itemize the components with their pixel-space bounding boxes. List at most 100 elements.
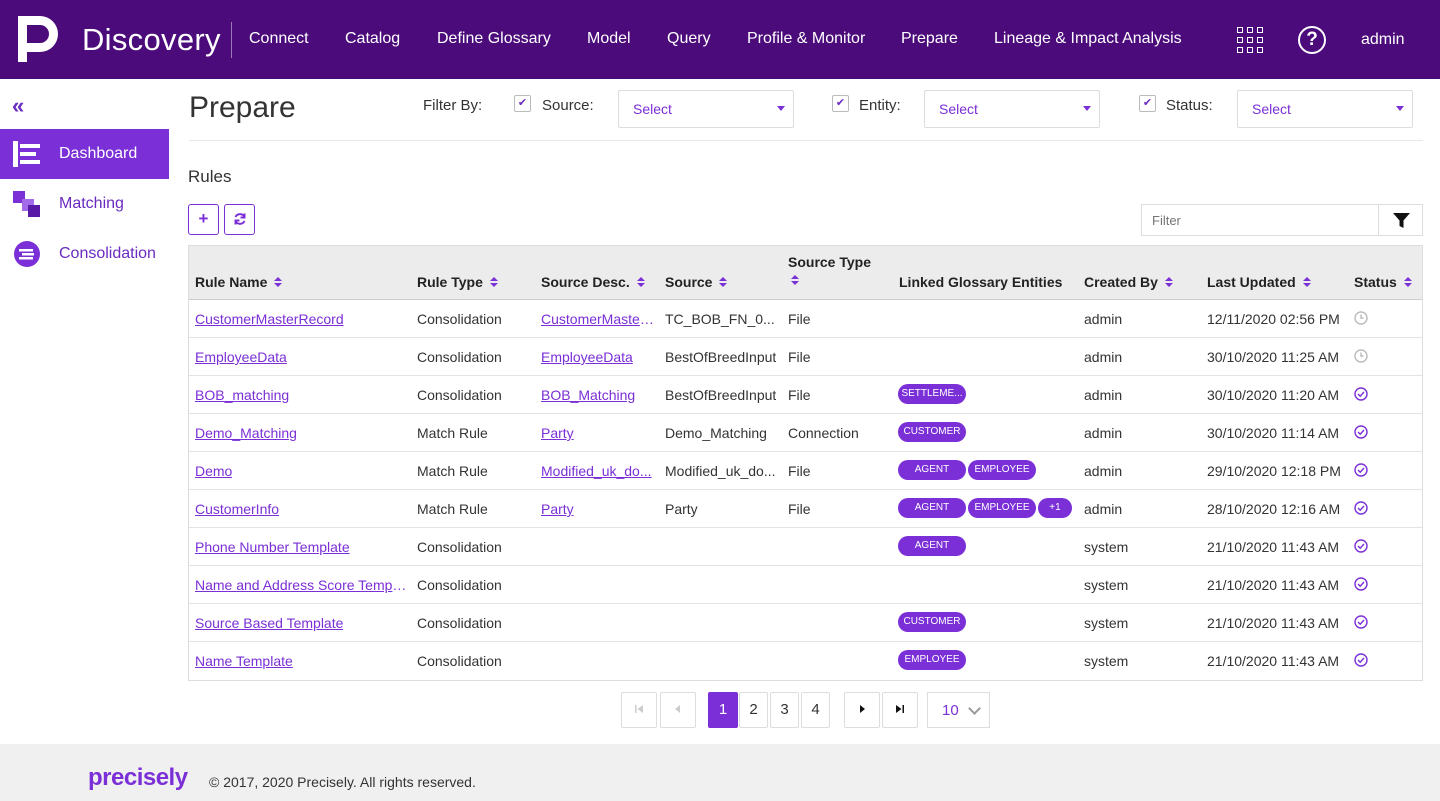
precisely-logo-icon[interactable] xyxy=(18,16,58,62)
entity-badge[interactable]: SETTLEME... xyxy=(898,384,966,404)
page-1-button[interactable]: 1 xyxy=(708,692,738,728)
page-2-button[interactable]: 2 xyxy=(739,692,768,728)
entity-badge[interactable]: AGENT xyxy=(898,460,966,480)
filter-button[interactable] xyxy=(1378,204,1423,236)
table-row[interactable]: EmployeeData Consolidation EmployeeData Bes… xyxy=(189,338,1422,376)
entity-badge[interactable]: +1 xyxy=(1038,498,1072,518)
rule-type-cell: Consolidation xyxy=(417,539,502,555)
refresh-button[interactable] xyxy=(224,204,255,235)
col-last-updated[interactable]: Last Updated xyxy=(1207,274,1311,290)
table-filter-input[interactable] xyxy=(1141,204,1378,236)
rule-name-link[interactable]: Phone Number Template xyxy=(195,539,350,555)
sidebar-item-matching[interactable]: Matching xyxy=(0,179,169,229)
last-page-button[interactable] xyxy=(882,692,918,728)
rule-name-link[interactable]: Source Based Template xyxy=(195,615,344,631)
rule-name-link[interactable]: Demo xyxy=(195,463,233,479)
rule-name-link[interactable]: CustomerInfo xyxy=(195,501,280,517)
header-divider xyxy=(189,140,1423,141)
last-updated-cell: 30/10/2020 11:25 AM xyxy=(1207,349,1340,365)
rule-name-link[interactable]: Name and Address Score Templ... xyxy=(195,577,407,593)
sidebar-item-consolidation[interactable]: Consolidation xyxy=(0,229,169,279)
sort-icon xyxy=(719,277,728,288)
source-type-cell: File xyxy=(788,501,811,517)
top-nav-bar: Discovery Connect Catalog Define Glossar… xyxy=(0,0,1440,79)
entity-badge[interactable]: CUSTOMER xyxy=(898,422,966,442)
page-3-button[interactable]: 3 xyxy=(770,692,799,728)
status-select[interactable]: Select xyxy=(1237,90,1413,128)
nav-model[interactable]: Model xyxy=(587,30,631,47)
table-row[interactable]: Demo_Matching Match Rule Party Demo_Matchin… xyxy=(189,414,1422,452)
sort-icon xyxy=(274,277,283,288)
table-row[interactable]: BOB_matching Consolidation BOB_Matching Bes… xyxy=(189,376,1422,414)
col-rule-name[interactable]: Rule Name xyxy=(195,274,283,290)
table-row[interactable]: Source Based Template Consolidation CUSTOM… xyxy=(189,604,1422,642)
entity-badge[interactable]: CUSTOMER xyxy=(898,612,966,632)
help-icon[interactable]: ? xyxy=(1298,26,1326,54)
col-source-type[interactable]: Source Type xyxy=(788,254,871,288)
nav-define-glossary[interactable]: Define Glossary xyxy=(437,30,551,47)
table-row[interactable]: Name Template Consolidation EMPLOYEE system… xyxy=(189,642,1422,680)
rule-name-link[interactable]: CustomerMasterRecord xyxy=(195,311,344,327)
source-desc-link[interactable]: EmployeeData xyxy=(541,349,633,365)
page-size-select[interactable]: 10 xyxy=(927,692,990,728)
sidebar-item-dashboard[interactable]: Dashboard xyxy=(0,129,169,179)
page-size-value: 10 xyxy=(942,702,959,719)
rule-type-cell: Match Rule xyxy=(417,501,488,517)
nav-prepare[interactable]: Prepare xyxy=(901,30,958,47)
source-select[interactable]: Select xyxy=(618,90,794,128)
nav-lineage[interactable]: Lineage & Impact Analysis xyxy=(994,30,1182,47)
nav-profile-monitor[interactable]: Profile & Monitor xyxy=(747,30,866,47)
entity-select[interactable]: Select xyxy=(924,90,1100,128)
nav-query[interactable]: Query xyxy=(667,30,711,47)
source-desc-link[interactable]: Party xyxy=(541,425,574,441)
entity-badge[interactable]: AGENT xyxy=(898,498,966,518)
rule-name-link[interactable]: EmployeeData xyxy=(195,349,287,365)
prev-page-button[interactable] xyxy=(660,692,696,728)
rule-name-link[interactable]: BOB_matching xyxy=(195,387,290,403)
first-page-button[interactable] xyxy=(621,692,657,728)
col-source[interactable]: Source xyxy=(665,274,728,290)
col-rule-type[interactable]: Rule Type xyxy=(417,274,498,290)
source-filter-checkbox[interactable]: ✔ xyxy=(514,95,531,112)
entity-badge[interactable]: EMPLOYEE xyxy=(898,650,966,670)
entity-badge[interactable]: EMPLOYEE xyxy=(968,498,1036,518)
sidebar: « Dashboard Matching Consolidation xyxy=(0,79,169,744)
source-type-cell: Connection xyxy=(788,425,859,441)
entity-badge[interactable]: EMPLOYEE xyxy=(968,460,1036,480)
col-source-desc[interactable]: Source Desc. xyxy=(541,274,645,290)
table-header: Rule Name Rule Type Source Desc. Source … xyxy=(189,246,1422,300)
user-menu[interactable]: admin xyxy=(1361,31,1405,48)
source-desc-link[interactable]: CustomerMasterRecord xyxy=(541,311,657,327)
rule-name-link[interactable]: Name Template xyxy=(195,653,293,669)
col-status[interactable]: Status xyxy=(1354,274,1412,290)
status-filter-checkbox[interactable]: ✔ xyxy=(1139,95,1156,112)
created-by-cell: admin xyxy=(1084,501,1123,517)
table-row[interactable]: CustomerInfo Match Rule Party Party File AGEN… xyxy=(189,490,1422,528)
table-row[interactable]: CustomerMasterRecord Consolidation Custome… xyxy=(189,300,1422,338)
table-row[interactable]: Name and Address Score Templ... Consolida… xyxy=(189,566,1422,604)
nav-catalog[interactable]: Catalog xyxy=(345,30,401,47)
add-rule-button[interactable]: + xyxy=(188,204,219,235)
source-desc-link[interactable]: Party xyxy=(541,501,574,517)
nav-connect[interactable]: Connect xyxy=(249,30,309,47)
col-created-by[interactable]: Created By xyxy=(1084,274,1173,290)
brand-divider xyxy=(231,22,232,58)
entity-badge[interactable]: AGENT xyxy=(898,536,966,556)
status-complete-icon xyxy=(1354,501,1368,515)
source-desc-link[interactable]: Modified_uk_do... xyxy=(541,463,652,479)
collapse-sidebar-icon[interactable]: « xyxy=(12,93,25,118)
table-row[interactable]: Demo Match Rule Modified_uk_do... Modified_… xyxy=(189,452,1422,490)
page-4-button[interactable]: 4 xyxy=(801,692,830,728)
linked-entities: EMPLOYEE xyxy=(898,650,968,670)
last-updated-cell: 29/10/2020 12:18 PM xyxy=(1207,463,1341,479)
apps-grid-icon[interactable] xyxy=(1237,27,1263,53)
rule-name-link[interactable]: Demo_Matching xyxy=(195,425,297,441)
entity-filter-checkbox[interactable]: ✔ xyxy=(832,95,849,112)
consolidation-icon xyxy=(14,241,40,267)
table-row[interactable]: Phone Number Template Consolidation AGENT s… xyxy=(189,528,1422,566)
page-title: Prepare xyxy=(189,91,296,124)
app-brand: Discovery xyxy=(82,22,221,57)
source-desc-link[interactable]: BOB_Matching xyxy=(541,387,636,403)
next-page-button[interactable] xyxy=(844,692,880,728)
funnel-icon xyxy=(1393,213,1410,228)
